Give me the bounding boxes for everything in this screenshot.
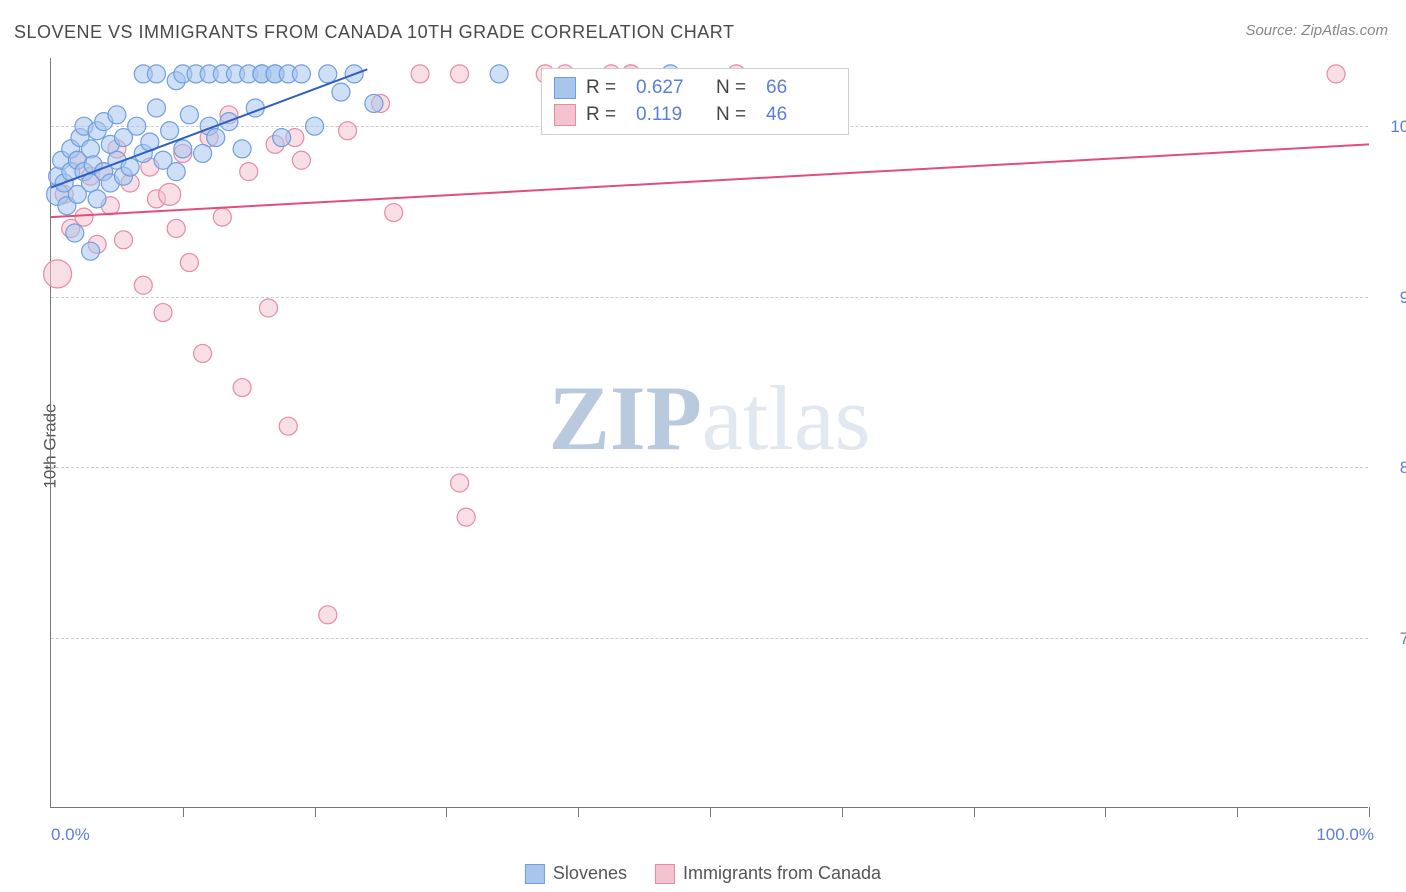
legend-swatch-canada [655,864,675,884]
data-point-slovenes [128,117,146,135]
data-point-canada [279,417,297,435]
y-tick-label: 85.0% [1378,458,1406,478]
correlation-legend: R = 0.627 N = 66 R = 0.119 N = 46 [541,68,849,135]
data-point-slovenes [167,163,185,181]
data-point-canada [319,606,337,624]
data-point-canada [44,260,72,288]
x-tick [842,807,843,817]
data-point-canada [240,163,258,181]
data-point-canada [451,474,469,492]
data-point-canada [411,65,429,83]
data-point-canada [75,208,93,226]
data-point-slovenes [82,242,100,260]
x-tick [446,807,447,817]
legend-item-slovenes: Slovenes [525,863,627,884]
data-point-canada [259,299,277,317]
source-attribution: Source: ZipAtlas.com [1245,22,1388,39]
legend-label-slovenes: Slovenes [553,863,627,883]
data-point-canada [1327,65,1345,83]
x-tick [710,807,711,817]
data-point-canada [167,219,185,237]
data-point-slovenes [273,129,291,147]
n-value: 46 [766,102,836,129]
x-tick [1105,807,1106,817]
data-point-slovenes [207,129,225,147]
legend-label-canada: Immigrants from Canada [683,863,881,883]
plot-area: ZIPatlas 77.5%85.0%92.5%100.0% 0.0% 100.… [50,58,1368,808]
data-point-canada [194,344,212,362]
rn-row-canada: R = 0.119 N = 46 [554,102,836,129]
n-value: 66 [766,75,836,102]
data-point-slovenes [82,140,100,158]
x-tick [1369,807,1370,817]
data-point-slovenes [174,140,192,158]
data-point-canada [180,254,198,272]
data-point-slovenes [147,99,165,117]
data-point-canada [134,276,152,294]
data-point-canada [451,65,469,83]
x-tick [578,807,579,817]
rn-swatch [554,77,576,99]
data-point-canada [159,183,181,205]
x-axis-min-label: 0.0% [51,825,90,845]
x-tick [974,807,975,817]
rn-row-slovenes: R = 0.627 N = 66 [554,75,836,102]
y-tick-label: 100.0% [1378,117,1406,137]
data-point-slovenes [180,106,198,124]
series-legend: Slovenes Immigrants from Canada [525,863,881,884]
data-point-slovenes [88,190,106,208]
chart-title: SLOVENE VS IMMIGRANTS FROM CANADA 10TH G… [14,22,734,43]
data-point-slovenes [306,117,324,135]
x-axis-max-label: 100.0% [1316,825,1374,845]
data-point-slovenes [108,106,126,124]
r-label: R = [586,102,626,129]
chart-svg [51,58,1368,807]
data-point-slovenes [66,224,84,242]
data-point-canada [457,508,475,526]
data-point-canada [385,204,403,222]
data-point-canada [339,122,357,140]
data-point-canada [292,151,310,169]
n-label: N = [716,102,756,129]
n-label: N = [716,75,756,102]
y-tick-label: 92.5% [1378,288,1406,308]
data-point-slovenes [292,65,310,83]
y-tick-label: 77.5% [1378,629,1406,649]
data-point-canada [233,379,251,397]
data-point-slovenes [365,94,383,112]
legend-swatch-slovenes [525,864,545,884]
r-value: 0.627 [636,75,706,102]
data-point-slovenes [490,65,508,83]
data-point-slovenes [233,140,251,158]
legend-item-canada: Immigrants from Canada [655,863,881,884]
data-point-canada [154,304,172,322]
data-point-slovenes [194,144,212,162]
x-tick [183,807,184,817]
data-point-slovenes [161,122,179,140]
x-tick [1237,807,1238,817]
data-point-canada [213,208,231,226]
rn-swatch [554,104,576,126]
data-point-slovenes [147,65,165,83]
r-label: R = [586,75,626,102]
r-value: 0.119 [636,102,706,129]
x-tick [315,807,316,817]
data-point-slovenes [332,83,350,101]
data-point-canada [114,231,132,249]
data-point-slovenes [319,65,337,83]
